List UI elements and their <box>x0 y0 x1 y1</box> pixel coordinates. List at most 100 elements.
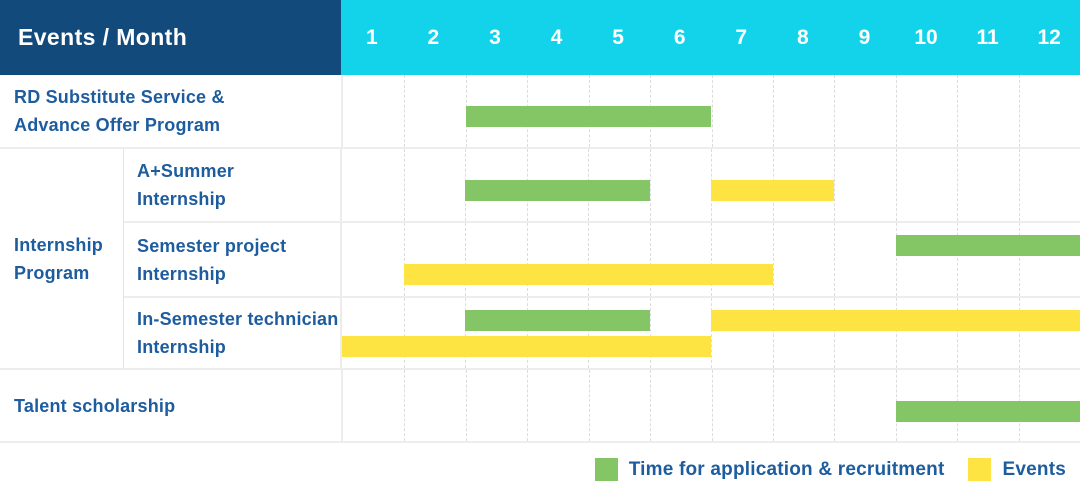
month-gridline <box>404 370 405 441</box>
month-gridline <box>773 223 774 296</box>
month-gridline <box>957 75 958 147</box>
month-header-7: 7 <box>710 26 772 50</box>
internship-program-subrows: A+Summer Internship Semester project Int… <box>124 149 1080 368</box>
month-gridline <box>527 223 528 296</box>
month-gridline <box>589 370 590 441</box>
gantt-bar-yellow <box>404 264 773 285</box>
events-month-header-label: Events / Month <box>18 24 187 51</box>
group-label-cell-internship: Internship Program <box>0 149 124 368</box>
month-gridline <box>588 298 589 368</box>
month-gridline <box>650 370 651 441</box>
month-header-3: 3 <box>464 26 526 50</box>
month-gridline <box>957 223 958 296</box>
month-header-6: 6 <box>649 26 711 50</box>
month-gridline <box>896 149 897 221</box>
gantt-bar-green <box>466 106 712 127</box>
month-gridline <box>465 223 466 296</box>
month-gridline <box>896 75 897 147</box>
month-gridline <box>834 298 835 368</box>
row-chart-summer <box>340 149 1080 221</box>
gantt-bar-green <box>896 401 1080 422</box>
gantt-bar-green <box>465 180 650 201</box>
gantt-bar-yellow <box>711 310 1080 331</box>
month-gridline <box>527 298 528 368</box>
row-chart-insem <box>340 298 1080 368</box>
month-gridline <box>650 149 651 221</box>
row-a-plus-summer: A+Summer Internship <box>124 149 1080 221</box>
row-label-talent: Talent scholarship <box>14 392 175 420</box>
legend-label: Events <box>1002 459 1066 481</box>
month-header-5: 5 <box>587 26 649 50</box>
row-rd-substitute: RD Substitute Service & Advance Offer Pr… <box>0 75 1080 147</box>
month-gridline <box>711 223 712 296</box>
month-header-1: 1 <box>341 26 403 50</box>
month-gridline <box>466 370 467 441</box>
month-gridline <box>650 298 651 368</box>
month-gridline <box>773 298 774 368</box>
row-label-cell-talent: Talent scholarship <box>0 370 341 441</box>
month-gridline <box>527 370 528 441</box>
legend-swatch-green <box>595 458 618 481</box>
legend-label: Time for application & recruitment <box>629 459 945 481</box>
month-gridline <box>773 370 774 441</box>
events-month-header-cell: Events / Month <box>0 0 341 75</box>
month-header-2: 2 <box>403 26 465 50</box>
month-gridline <box>834 75 835 147</box>
row-label-rd: RD Substitute Service & Advance Offer Pr… <box>14 83 254 139</box>
row-chart-rd <box>341 75 1080 147</box>
month-gridline <box>834 370 835 441</box>
month-header-12: 12 <box>1018 26 1080 50</box>
row-label-cell-insem: In-Semester technician Internship <box>124 298 340 368</box>
row-chart-semester <box>340 223 1080 296</box>
group-label-internship-program: Internship Program <box>14 231 123 287</box>
month-gridline <box>957 298 958 368</box>
row-chart-talent <box>341 370 1080 441</box>
month-gridline <box>712 75 713 147</box>
gantt-bar-green <box>896 235 1080 256</box>
legend-item-yellow: Events <box>968 458 1066 481</box>
gantt-bar-yellow <box>711 180 834 201</box>
month-gridline <box>773 75 774 147</box>
month-gridline <box>404 223 405 296</box>
row-label-cell-summer: A+Summer Internship <box>124 149 340 221</box>
month-gridline <box>404 149 405 221</box>
legend-item-green: Time for application & recruitment <box>595 458 945 481</box>
month-gridline <box>896 298 897 368</box>
row-label-cell-semester: Semester project Internship <box>124 223 340 296</box>
row-talent-scholarship: Talent scholarship <box>0 368 1080 443</box>
month-gridline <box>465 298 466 368</box>
month-header-4: 4 <box>526 26 588 50</box>
month-gridline <box>711 298 712 368</box>
month-header-10: 10 <box>895 26 957 50</box>
month-gridline <box>834 223 835 296</box>
month-gridline <box>1019 298 1020 368</box>
month-gridline <box>404 298 405 368</box>
legend-swatch-yellow <box>968 458 991 481</box>
row-label-semester: Semester project Internship <box>137 232 317 288</box>
month-header-9: 9 <box>834 26 896 50</box>
row-semester-project: Semester project Internship <box>124 221 1080 296</box>
gantt-bar-green <box>465 310 650 331</box>
legend: Time for application & recruitment Events <box>0 443 1080 496</box>
month-gridline <box>588 223 589 296</box>
month-header-11: 11 <box>957 26 1019 50</box>
internship-program-group: Internship Program A+Summer Internship S… <box>0 147 1080 368</box>
month-gridline <box>1019 75 1020 147</box>
row-in-semester-technician: In-Semester technician Internship <box>124 296 1080 368</box>
month-gridline <box>834 149 835 221</box>
row-label-insem: In-Semester technician Internship <box>137 305 340 361</box>
month-header-8: 8 <box>772 26 834 50</box>
row-label-summer: A+Summer Internship <box>137 157 272 213</box>
month-gridline <box>957 149 958 221</box>
month-gridline <box>650 223 651 296</box>
gantt-bar-yellow <box>342 336 711 357</box>
row-label-cell-rd: RD Substitute Service & Advance Offer Pr… <box>0 75 341 147</box>
month-gridline <box>1019 223 1020 296</box>
month-gridline <box>896 223 897 296</box>
month-gridline <box>712 370 713 441</box>
month-gridline <box>404 75 405 147</box>
